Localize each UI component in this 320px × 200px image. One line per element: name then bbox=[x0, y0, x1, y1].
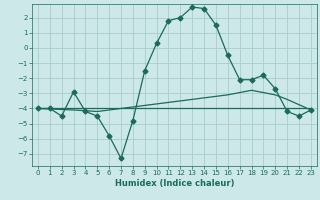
X-axis label: Humidex (Indice chaleur): Humidex (Indice chaleur) bbox=[115, 179, 234, 188]
